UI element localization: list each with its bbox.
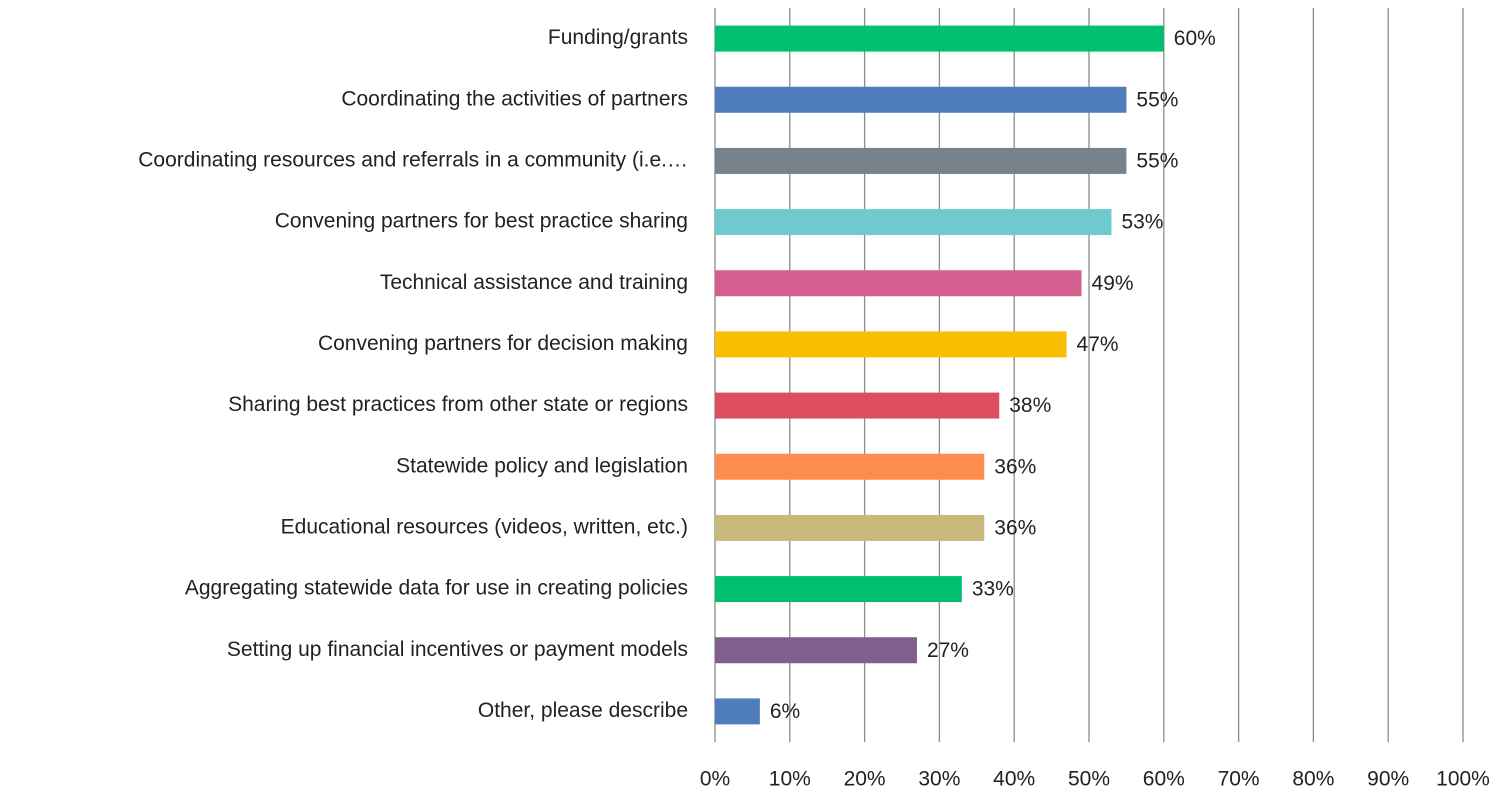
x-tick-label: 30% <box>918 768 960 791</box>
y-tick-label: Technical assistance and training <box>380 271 688 294</box>
bar <box>715 637 917 664</box>
x-tick-label: 40% <box>993 768 1035 791</box>
x-tick-label: 10% <box>769 768 811 791</box>
y-tick-label: Funding/grants <box>548 26 688 49</box>
data-label: 6% <box>770 700 800 723</box>
data-label: 27% <box>927 639 969 662</box>
x-tick-label: 60% <box>1143 768 1185 791</box>
y-tick-label: Coordinating resources and referrals in … <box>138 148 688 171</box>
bar <box>715 86 1127 113</box>
data-label: 49% <box>1092 272 1134 295</box>
x-tick-label: 0% <box>700 768 730 791</box>
data-label: 33% <box>972 578 1014 601</box>
bar <box>715 209 1112 236</box>
data-label: 55% <box>1136 88 1178 111</box>
data-label: 55% <box>1136 149 1178 172</box>
x-tick-label: 70% <box>1218 768 1260 791</box>
y-tick-label: Convening partners for decision making <box>318 332 688 355</box>
bar <box>715 576 962 603</box>
x-tick-label: 50% <box>1068 768 1110 791</box>
data-label: 53% <box>1121 211 1163 234</box>
data-label: 38% <box>1009 394 1051 417</box>
bar <box>715 147 1127 174</box>
y-tick-label: Convening partners for best practice sha… <box>275 210 688 233</box>
y-tick-label: Aggregating statewide data for use in cr… <box>185 577 688 600</box>
bar <box>715 392 1000 419</box>
y-tick-label: Other, please describe <box>478 699 688 722</box>
x-tick-label: 80% <box>1292 768 1334 791</box>
bar <box>715 698 760 725</box>
x-tick-label: 20% <box>844 768 886 791</box>
y-tick-label: Setting up financial incentives or payme… <box>227 638 688 661</box>
bar <box>715 453 985 480</box>
data-label: 36% <box>994 455 1036 478</box>
x-tick-label: 100% <box>1436 768 1490 791</box>
bar <box>715 25 1164 52</box>
y-tick-label: Statewide policy and legislation <box>396 454 688 477</box>
x-tick-label: 90% <box>1367 768 1409 791</box>
data-label: 36% <box>994 516 1036 539</box>
y-tick-label: Coordinating the activities of partners <box>341 87 688 110</box>
y-tick-label: Educational resources (videos, written, … <box>281 515 688 538</box>
y-tick-label: Sharing best practices from other state … <box>228 393 688 416</box>
bar <box>715 331 1067 358</box>
bar <box>715 514 985 541</box>
data-label: 47% <box>1077 333 1119 356</box>
data-label: 60% <box>1174 27 1216 50</box>
bar <box>715 270 1082 297</box>
